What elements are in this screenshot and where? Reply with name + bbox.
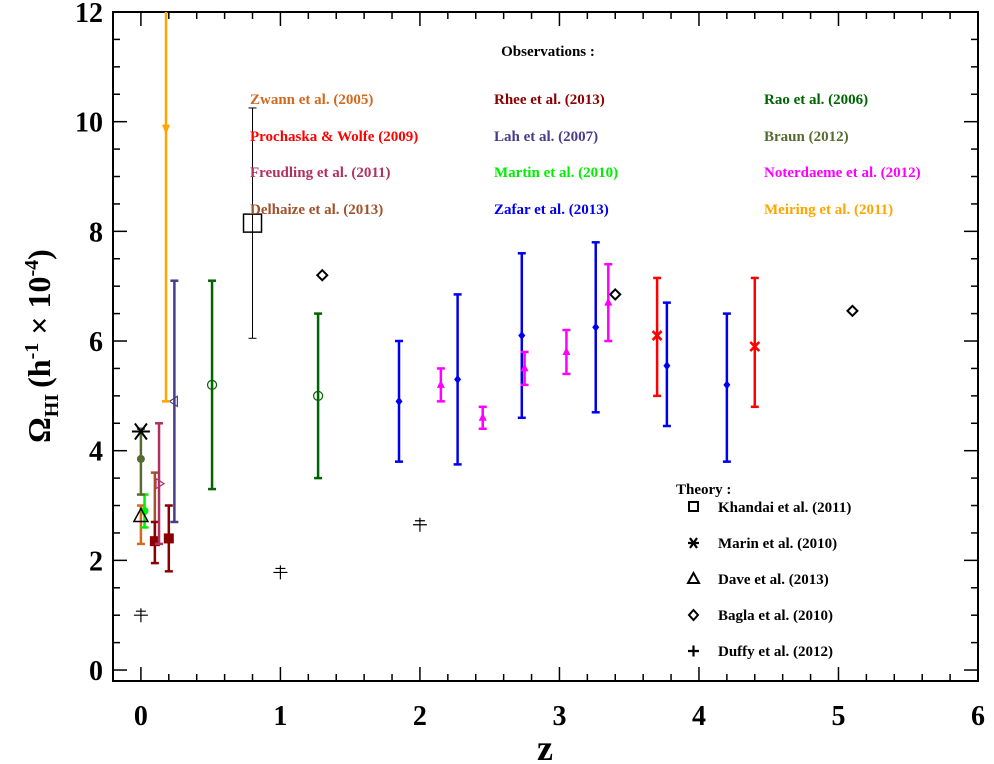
legend-entry-observation: Lah et al. (2007) (494, 129, 598, 145)
series-observation (149, 504, 174, 573)
data-point (131, 422, 150, 441)
data-point (155, 477, 166, 490)
series-theory (242, 107, 263, 339)
data-point (149, 536, 160, 547)
series-observation (168, 279, 179, 524)
legend-entry-observation: Martin et al. (2010) (494, 165, 618, 181)
y-tick-label: 2 (89, 546, 103, 577)
data-marks (131, 12, 859, 623)
x-tick-label: 6 (971, 701, 985, 732)
observations-legend: Zwann et al. (2005) Delhaize et al. (2013… (250, 92, 921, 218)
data-point (663, 361, 671, 371)
data-point (132, 506, 150, 523)
x-tick-label: 2 (413, 701, 427, 732)
series-observation (651, 276, 761, 409)
x-tick-label: 4 (692, 701, 706, 732)
series-observation (436, 262, 613, 431)
legend-entry-theory: Bagla et al. (2010) (718, 608, 833, 624)
series-observation (395, 241, 731, 466)
data-point (242, 213, 263, 233)
data-point (163, 533, 174, 544)
legend-entry-theory: Khandai et al. (2011) (718, 500, 851, 516)
legend-marker (688, 501, 699, 512)
legend-theory-title: Theory : (676, 482, 731, 498)
legend-entry-observation: Prochaska & Wolfe (2009) (250, 129, 418, 145)
y-tick-label: 10 (75, 108, 103, 139)
legend-marker (686, 570, 701, 584)
legend-marker (687, 608, 700, 622)
x-tick-label: 0 (134, 701, 148, 732)
series-theory (133, 517, 427, 623)
legend-entry-observation: Freudling et al. (2011) (250, 165, 391, 181)
x-axis-title: z (537, 728, 553, 764)
series-observation (206, 279, 324, 491)
y-tick-label: 0 (89, 656, 103, 687)
data-point (520, 363, 529, 372)
data-point (162, 124, 171, 135)
data-point (273, 565, 288, 580)
data-point (136, 454, 145, 463)
legend-entry-theory: Marin et al. (2010) (718, 536, 837, 552)
data-point (312, 390, 324, 401)
legend-entry-observation: Delhaize et al. (2013) (250, 202, 383, 218)
x-tick-label: 1 (273, 701, 287, 732)
y-tick-label: 6 (89, 327, 103, 358)
data-point (133, 608, 148, 623)
data-point (846, 304, 859, 318)
data-point (436, 379, 445, 388)
series-theory (315, 268, 859, 318)
data-point (454, 374, 462, 384)
legend-entry-observation: Zafar et al. (2013) (494, 202, 609, 218)
data-point (395, 396, 403, 406)
legend-entry-theory: Dave et al. (2013) (718, 572, 829, 588)
y-tick-label: 12 (75, 0, 103, 29)
data-point (315, 268, 329, 282)
legend-entry-observation: Zwann et al. (2005) (250, 92, 373, 108)
legend-marker (688, 645, 699, 657)
legend-entry-observation: Meiring et al. (2011) (764, 202, 893, 218)
data-point (749, 341, 761, 352)
y-tick-label: 8 (89, 217, 103, 248)
series-theory (131, 422, 150, 441)
data-point (604, 297, 613, 306)
series-observation (155, 422, 166, 546)
legend-entry-observation: Rhee et al. (2013) (494, 92, 605, 108)
axis-ticks (112, 11, 979, 681)
x-tick-label: 5 (831, 701, 845, 732)
series-theory (132, 506, 150, 523)
y-axis-title: ΩHI(h-1 × 10-4) (21, 249, 63, 443)
data-point (518, 331, 526, 341)
data-point (168, 395, 178, 408)
y-tick-label: 4 (89, 437, 103, 468)
data-point (206, 379, 218, 390)
data-point (651, 330, 663, 341)
plot-frame (112, 11, 979, 682)
legend-entry-observation: Braun (2012) (764, 129, 849, 145)
legend-entry-observation: Noterdaeme et al. (2012) (764, 165, 921, 181)
legend-entry-observation: Rao et al. (2006) (764, 92, 868, 108)
data-point (478, 412, 487, 421)
x-tick-label: 3 (552, 701, 566, 732)
data-point (412, 517, 427, 532)
legend-observations-title: Observations : (501, 44, 595, 60)
data-point (723, 380, 731, 390)
series-observation (136, 427, 145, 496)
data-point (592, 322, 600, 332)
theory-legend: Khandai et al. (2011) Marin et al. (2010)… (686, 500, 851, 660)
data-point (562, 346, 571, 355)
legend-marker (688, 537, 699, 549)
data-point (608, 287, 622, 301)
legend-entry-theory: Duffy et al. (2012) (718, 644, 833, 660)
series-observation (162, 12, 171, 403)
